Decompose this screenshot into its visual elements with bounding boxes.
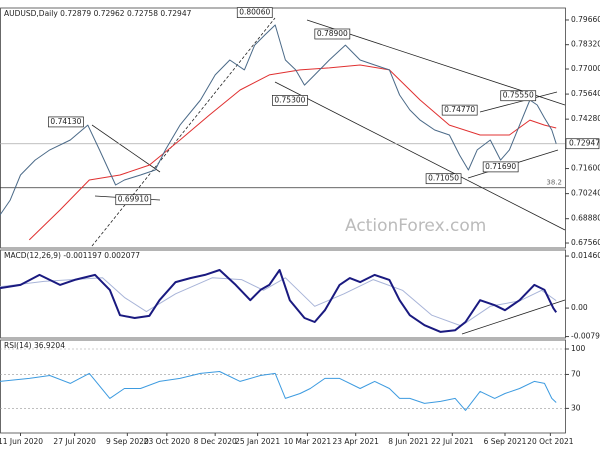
y-tick-label: 0.75640	[571, 89, 600, 98]
annotation-box	[314, 28, 351, 40]
annotation-box	[425, 173, 462, 185]
y-tick-label: 100	[571, 344, 586, 353]
y-tick-label: 0.014602	[571, 251, 600, 260]
annotation-box	[500, 90, 537, 102]
annotation-label: 0.74770	[444, 105, 475, 114]
y-tick-label: 0.70240	[571, 189, 600, 198]
x-tick-label: 11 Jun 2020	[0, 437, 43, 446]
series-line	[0, 24, 557, 216]
current-price-box	[565, 138, 600, 150]
trendline	[91, 17, 276, 247]
y-tick-label: 0.00	[571, 303, 588, 312]
annotation-label: 0.75550	[503, 91, 534, 100]
current-price-label: 0.72947	[569, 139, 600, 148]
y-tick-label: -0.007998	[571, 332, 600, 341]
x-tick-label: 27 Jul 2020	[53, 437, 96, 446]
x-tick-label: 20 Oct 2021	[527, 437, 574, 446]
y-tick-label: 0.79660	[571, 15, 600, 24]
annotation-box	[115, 194, 152, 206]
x-tick-label: 25 Jan 2021	[235, 437, 280, 446]
annotation-label: 0.71690	[485, 162, 516, 171]
annotation-box	[482, 161, 519, 173]
panel-title: RSI(14) 36.9204	[4, 341, 65, 350]
y-tick-label: 0.67560	[571, 238, 600, 247]
x-tick-label: 23 Oct 2020	[144, 437, 191, 446]
y-tick-label: 0.77000	[571, 64, 600, 73]
x-tick-label: 10 Mar 2021	[284, 437, 332, 446]
annotation-label: 0.78900	[317, 29, 348, 38]
annotation-box	[48, 116, 84, 128]
x-tick-label: 22 Jul 2021	[431, 437, 474, 446]
annotation-label: 0.75300	[274, 95, 305, 104]
trendline	[479, 91, 558, 113]
annotation-label: 0.74130	[50, 117, 81, 126]
watermark: ActionForex.com	[345, 216, 486, 236]
panel-title: AUDUSD,Daily 0.72879 0.72962 0.72758 0.7…	[4, 9, 192, 18]
x-tick-label: 23 Apr 2021	[332, 437, 379, 446]
annotation-label: 0.80060	[239, 8, 270, 17]
x-tick-label: 8 Jun 2021	[388, 437, 429, 446]
trendline	[274, 81, 566, 231]
series-line	[0, 277, 557, 327]
y-tick-label: 0.68880	[571, 214, 600, 223]
annotation-label: 0.71050	[428, 174, 459, 183]
series-line	[0, 371, 557, 411]
annotation-label: 0.69910	[118, 195, 149, 204]
panel-frame	[0, 7, 566, 249]
annotation-box	[236, 7, 273, 18]
annotation-box	[272, 95, 308, 106]
panel-frame	[0, 249, 566, 339]
y-tick-label: 70	[571, 369, 581, 378]
fib-label: 38.2	[546, 179, 562, 187]
trendline	[461, 299, 566, 335]
y-tick-label: 0.71600	[571, 164, 600, 173]
y-tick-label: 0.78320	[571, 40, 600, 49]
series-line	[28, 64, 557, 241]
panel-frame	[0, 339, 566, 434]
x-tick-label: 9 Sep 2020	[106, 437, 149, 446]
y-tick-label: 0.74280	[571, 114, 600, 123]
annotation-box	[441, 104, 478, 116]
y-tick-label: 30	[571, 403, 581, 412]
series-line	[0, 269, 558, 333]
trendline	[91, 124, 161, 173]
x-tick-label: 8 Dec 2020	[194, 437, 237, 446]
x-tick-label: 6 Sep 2021	[484, 437, 527, 446]
panel-title: MACD(12,26,9) -0.001197 0.002077	[4, 251, 140, 260]
